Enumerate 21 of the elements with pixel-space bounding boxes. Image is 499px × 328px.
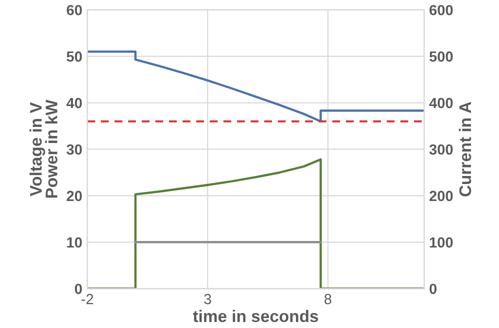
- x-tick-label: 3: [204, 294, 212, 304]
- y2-tick-label: 500: [429, 51, 453, 62]
- y-tick-label: 60: [66, 4, 82, 16]
- line-series: [87, 50, 424, 122]
- y-tick-label: 40: [66, 98, 82, 108]
- y2-tick-label: 0: [430, 284, 437, 294]
- y-tick-label: 20: [66, 190, 82, 202]
- x-axis-title: time in seconds: [192, 310, 318, 322]
- y2-tick-label: 600: [430, 4, 453, 16]
- y-tick-label: 50: [66, 51, 82, 62]
- x-tick-label: -2: [81, 294, 94, 304]
- y2-tick-label: 100: [430, 237, 453, 248]
- x-tick-label: 8: [324, 294, 332, 304]
- y2-tick-label: 200: [430, 190, 453, 202]
- y-tick-label: 10: [67, 237, 82, 248]
- y2-tick-label: 400: [429, 98, 453, 108]
- y-tick-label: 30: [66, 144, 82, 155]
- y2-axis-title: Current in A: [458, 102, 472, 196]
- y-axis-title: Voltage in V Power in kW: [30, 100, 58, 198]
- y2-tick-label: 300: [429, 144, 453, 155]
- y-tick-label: 0: [74, 284, 82, 294]
